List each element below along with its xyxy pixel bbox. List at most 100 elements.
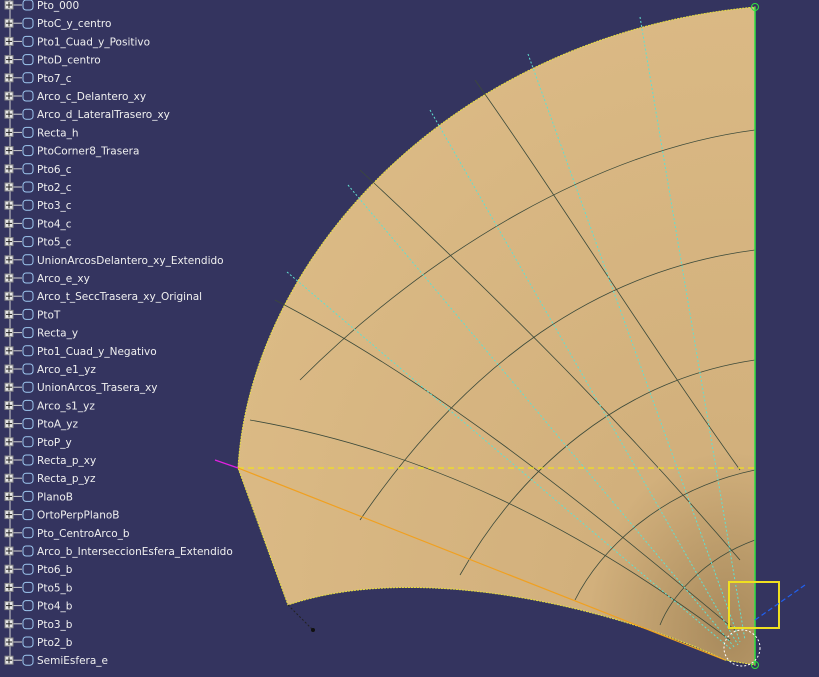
node-label[interactable]: Arco_d_LateralTrasero_xy — [37, 109, 170, 121]
node-label[interactable]: Pto1_Cuad_y_Negativo — [37, 346, 157, 358]
tree-node[interactable]: Arco_e_xy — [4, 272, 90, 285]
tree-node[interactable]: Arco_s1_yz — [4, 399, 95, 412]
tree-node[interactable]: Pto6_b — [4, 563, 73, 576]
node-label[interactable]: Pto3_c — [37, 200, 72, 212]
tree-node[interactable]: PtoA_yz — [4, 418, 79, 431]
specification-tree: Pto_000 PtoC_y_centro Pto1_Cuad_y_Positivo… — [4, 0, 233, 667]
node-icon — [22, 581, 34, 593]
node-label[interactable]: Recta_h — [37, 127, 79, 139]
node-label[interactable]: Arco_e_xy — [37, 273, 90, 285]
node-label[interactable]: Pto5_b — [37, 582, 73, 594]
node-icon — [22, 600, 34, 612]
tree-node[interactable]: Pto2_c — [4, 181, 72, 194]
tree-node[interactable]: Arco_e1_yz — [4, 363, 96, 376]
tree-node[interactable]: Recta_h — [4, 126, 79, 139]
tree-node[interactable]: Pto7_c — [4, 72, 72, 85]
node-icon — [22, 108, 34, 120]
tree-node[interactable]: SemiEsfera_e — [4, 654, 108, 667]
tree-node[interactable]: Pto4_c — [4, 217, 72, 230]
node-icon — [22, 126, 34, 138]
node-icon — [22, 545, 34, 557]
tree-node[interactable]: OrtoPerpPlanoB — [4, 509, 120, 522]
node-icon — [22, 272, 34, 284]
tree-node[interactable]: Pto2_b — [4, 636, 73, 649]
tree-node[interactable]: Pto5_c — [4, 236, 72, 249]
tree-node[interactable]: PtoC_y_centro — [4, 17, 111, 30]
node-label[interactable]: Pto6_c — [37, 164, 72, 176]
tree-node[interactable]: Recta_p_xy — [4, 454, 96, 467]
tree-node[interactable]: Pto_000 — [4, 0, 79, 12]
tree-node[interactable]: PlanoB — [4, 490, 73, 503]
node-icon — [22, 254, 34, 266]
node-icon — [22, 399, 34, 411]
node-label[interactable]: Arco_t_SeccTrasera_xy_Original — [37, 291, 202, 303]
node-label[interactable]: PtoCorner8_Trasera — [37, 146, 139, 158]
node-label[interactable]: Recta_p_xy — [37, 455, 96, 467]
node-icon — [22, 472, 34, 484]
tree-node[interactable]: UnionArcosDelantero_xy_Extendido — [4, 254, 224, 267]
node-label[interactable]: Arco_c_Delantero_xy — [37, 91, 146, 103]
tree-node[interactable]: Arco_d_LateralTrasero_xy — [4, 108, 170, 121]
node-label[interactable]: Arco_b_InterseccionEsfera_Extendido — [37, 546, 233, 558]
tree-node[interactable]: Pto3_c — [4, 199, 72, 212]
node-label[interactable]: PtoT — [37, 309, 61, 321]
node-label[interactable]: OrtoPerpPlanoB — [37, 510, 120, 522]
tree-node[interactable]: Arco_c_Delantero_xy — [4, 90, 146, 103]
tree-node[interactable]: Pto6_c — [4, 163, 72, 176]
node-icon — [22, 509, 34, 521]
node-icon — [22, 90, 34, 102]
node-icon — [22, 345, 34, 357]
node-label[interactable]: Pto7_c — [37, 73, 72, 85]
node-label[interactable]: Pto1_Cuad_y_Positivo — [37, 36, 150, 48]
node-icon — [22, 327, 34, 339]
node-label[interactable]: PtoA_yz — [37, 419, 79, 431]
node-label[interactable]: PtoP_y — [37, 437, 72, 449]
tree-node[interactable]: Pto1_Cuad_y_Negativo — [4, 345, 157, 358]
tree-node[interactable]: Arco_b_InterseccionEsfera_Extendido — [4, 545, 233, 558]
node-label[interactable]: Arco_e1_yz — [37, 364, 96, 376]
node-label[interactable]: Pto2_c — [37, 182, 72, 194]
tree-node[interactable]: PtoCorner8_Trasera — [4, 145, 139, 158]
node-icon — [22, 217, 34, 229]
tree-node[interactable]: Pto4_b — [4, 600, 73, 613]
node-label[interactable]: Recta_p_yz — [37, 473, 96, 485]
node-label[interactable]: PtoC_y_centro — [37, 18, 111, 30]
node-icon — [22, 636, 34, 648]
node-label[interactable]: Pto4_b — [37, 601, 73, 613]
tree-node[interactable]: Pto5_b — [4, 581, 73, 594]
node-icon — [22, 381, 34, 393]
node-label[interactable]: Pto2_b — [37, 637, 73, 649]
tree-node[interactable]: Pto_CentroArco_b — [4, 527, 130, 540]
node-label[interactable]: Pto3_b — [37, 619, 73, 631]
tree-node[interactable]: Pto3_b — [4, 618, 73, 631]
node-label[interactable]: PtoD_centro — [37, 55, 101, 67]
node-icon — [22, 163, 34, 175]
surface[interactable] — [214, 3, 806, 669]
node-icon — [22, 17, 34, 29]
node-label[interactable]: Pto4_c — [37, 218, 72, 230]
node-label[interactable]: Pto_CentroArco_b — [37, 528, 130, 540]
tree-node[interactable]: UnionArcos_Trasera_xy — [4, 381, 158, 394]
tree-node[interactable]: PtoP_y — [4, 436, 72, 449]
tree-node[interactable]: Recta_p_yz — [4, 472, 96, 485]
tree-node[interactable]: Pto1_Cuad_y_Positivo — [4, 35, 150, 48]
tree-node[interactable]: PtoT — [4, 308, 61, 321]
tree-node[interactable]: Arco_t_SeccTrasera_xy_Original — [4, 290, 202, 303]
node-label[interactable]: Arco_s1_yz — [37, 400, 95, 412]
node-label[interactable]: Pto6_b — [37, 564, 73, 576]
node-label[interactable]: SemiEsfera_e — [37, 655, 108, 667]
node-label[interactable]: PlanoB — [37, 491, 73, 503]
node-icon — [22, 436, 34, 448]
node-icon — [22, 35, 34, 47]
node-label[interactable]: Pto_000 — [37, 0, 79, 12]
node-label[interactable]: UnionArcos_Trasera_xy — [37, 382, 158, 394]
node-label[interactable]: Recta_y — [37, 328, 78, 340]
node-icon — [22, 363, 34, 375]
node-label[interactable]: UnionArcosDelantero_xy_Extendido — [37, 255, 224, 267]
tree-node[interactable]: PtoD_centro — [4, 54, 101, 67]
tree-node[interactable]: Recta_y — [4, 327, 78, 340]
node-icon — [22, 618, 34, 630]
node-label[interactable]: Pto5_c — [37, 237, 72, 249]
node-icon — [22, 418, 34, 430]
